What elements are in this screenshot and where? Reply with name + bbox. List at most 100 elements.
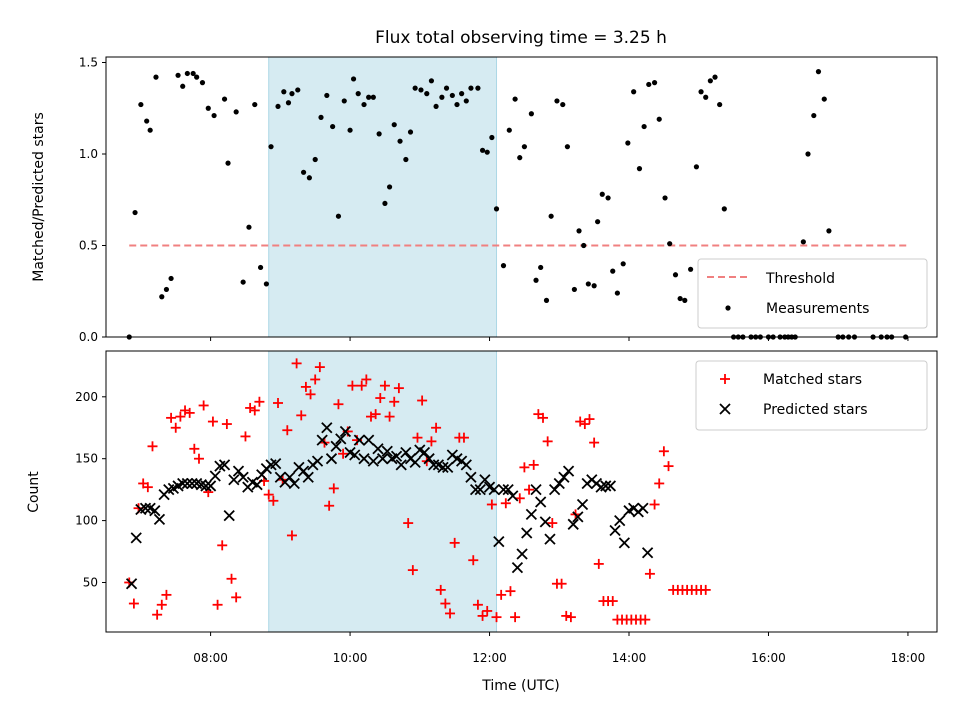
predicted-star-point [600, 480, 612, 492]
matched-star-point [445, 608, 456, 619]
predicted-star-point [237, 471, 249, 483]
measurement-point [403, 156, 409, 163]
measurement-point [528, 111, 534, 117]
matched-star-point [128, 598, 139, 609]
measurement-point [543, 297, 550, 303]
measurement-point [407, 129, 414, 135]
measurement-point [682, 297, 688, 303]
measurement-points [126, 69, 909, 340]
measurement-point [324, 92, 330, 99]
predicted-star-point [428, 459, 440, 471]
legend-predicted-swatch [719, 403, 731, 415]
x-mark-b [469, 484, 482, 496]
matched-star-point [644, 568, 655, 579]
predicted-star-point [209, 470, 221, 482]
matched-star-point [403, 518, 414, 529]
x-mark-b [297, 465, 310, 477]
measurement-point [554, 98, 560, 104]
predicted-star-point [302, 471, 314, 483]
measurement-point [560, 101, 566, 108]
measurement-point [180, 83, 186, 89]
measurement-point [240, 279, 246, 285]
measurement-point [175, 72, 181, 78]
measurement-point [439, 94, 445, 100]
predicted-star-point [367, 455, 379, 467]
measurement-point [500, 263, 507, 269]
matched-star-point [226, 573, 237, 584]
predicted-star-point [497, 484, 510, 496]
measurement-point [811, 112, 817, 119]
predicted-star-point [390, 450, 403, 462]
matched-star-point [328, 483, 339, 494]
matched-star-point [231, 592, 242, 603]
legend-matched-swatch [720, 374, 730, 384]
predicted-star-point [511, 561, 524, 574]
measurement-point [361, 101, 367, 108]
x-mark-b [614, 514, 626, 527]
x-mark-b [321, 422, 333, 434]
matched-star-point [296, 410, 307, 421]
measurement-point [252, 101, 258, 108]
x-mark-b [316, 434, 328, 446]
y-tick-label: 1.5 [79, 55, 98, 69]
predicted-star-point [614, 514, 626, 527]
bottom-legend-box [695, 360, 928, 431]
measurement-point [610, 268, 616, 274]
x-mark-b [200, 480, 212, 492]
matched-star-point [217, 540, 228, 551]
x-mark-b [460, 459, 472, 471]
measurement-point [263, 281, 269, 287]
predicted-star-point [544, 533, 556, 545]
matched-star-point [356, 380, 367, 391]
x-mark-b [246, 476, 259, 488]
measurement-point [221, 96, 228, 102]
y-tick-label: 200 [75, 390, 98, 404]
measurement-point [147, 127, 153, 133]
matched-star-point [524, 484, 535, 495]
x-mark-b [451, 453, 463, 465]
x-mark-b [521, 527, 533, 539]
matched-star-point [482, 605, 493, 616]
matched-star-point [663, 461, 674, 472]
matched-star-point [175, 411, 186, 422]
matched-star-point [161, 589, 172, 600]
predicted-star-point [400, 446, 412, 459]
matched-star-point [268, 495, 279, 506]
measurement-point [662, 195, 668, 201]
x-mark-b [488, 484, 500, 496]
measurement-point [347, 127, 353, 133]
measurement-point [805, 151, 811, 157]
x-mark-b [497, 484, 510, 496]
measurement-point [424, 91, 430, 97]
matched-star-point [519, 462, 530, 473]
matched-star-point [221, 419, 232, 430]
matched-star-point [500, 498, 511, 509]
matched-star-point [263, 489, 274, 500]
predicted-star-point [228, 474, 240, 486]
matched-star-point [170, 422, 181, 433]
measurement-point [703, 94, 709, 100]
predicted-star-point [316, 434, 328, 446]
predicted-star-point [311, 455, 324, 467]
matched-star-point [510, 612, 521, 623]
x-mark-b [516, 548, 528, 560]
measurement-point [641, 123, 647, 130]
predicted-star-point [297, 465, 310, 477]
matched-star-point [370, 409, 381, 420]
x-mark-b [544, 533, 556, 545]
x-mark-b [228, 474, 240, 486]
measurement-point [341, 98, 347, 104]
measurement-point [275, 103, 281, 110]
predicted-star-point [381, 445, 393, 457]
matched-star-point [207, 416, 218, 427]
matched-star-point [407, 565, 418, 576]
matched-star-point [528, 459, 539, 470]
measurement-point [585, 281, 591, 287]
matched-star-point [273, 397, 284, 408]
predicted-star-point [469, 484, 482, 496]
x-mark-b [390, 450, 403, 462]
measurement-point [581, 242, 587, 249]
matched-star-point [379, 380, 390, 391]
matched-star-point [338, 448, 349, 459]
matched-star-point [477, 610, 488, 621]
